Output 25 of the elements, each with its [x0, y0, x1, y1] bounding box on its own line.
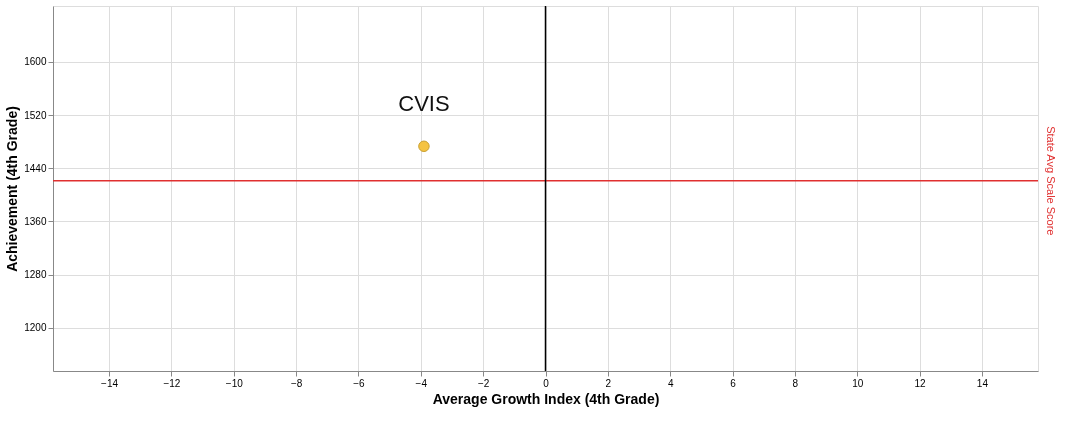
x-tick-label: −2 — [477, 377, 490, 389]
x-tick-label: 6 — [730, 377, 737, 389]
x-tick-label: 8 — [792, 377, 799, 389]
y-tick-label: 1600 — [24, 56, 47, 68]
x-tick-label: −10 — [225, 377, 244, 389]
y-tick-label: 1440 — [24, 162, 47, 174]
y-tick-label: 1520 — [24, 109, 47, 121]
ref-line-label: State Avg Scale Score — [1045, 126, 1057, 236]
x-tick-label: 12 — [914, 377, 927, 389]
x-axis-title: Average Growth Index (4th Grade) — [432, 390, 660, 407]
annotation: CVIS — [398, 91, 450, 117]
x-tick-label: −14 — [101, 377, 119, 389]
x-tick-label: 0 — [543, 377, 550, 389]
x-tick-label: 10 — [852, 377, 864, 389]
x-tick-label: −6 — [353, 377, 366, 389]
y-tick-label: 1280 — [24, 269, 47, 281]
x-tick-label: −12 — [163, 377, 181, 389]
y-tick-label: 1360 — [24, 215, 47, 227]
x-tick-label: 4 — [667, 377, 674, 389]
x-tick-label: −4 — [415, 377, 428, 389]
x-tick-label: −8 — [290, 377, 303, 389]
x-tick-label: 2 — [605, 377, 612, 389]
x-tick-label: 14 — [976, 377, 989, 389]
y-axis-title: Achievement (4th Grade) — [4, 106, 21, 272]
y-tick-label: 1200 — [24, 322, 47, 334]
